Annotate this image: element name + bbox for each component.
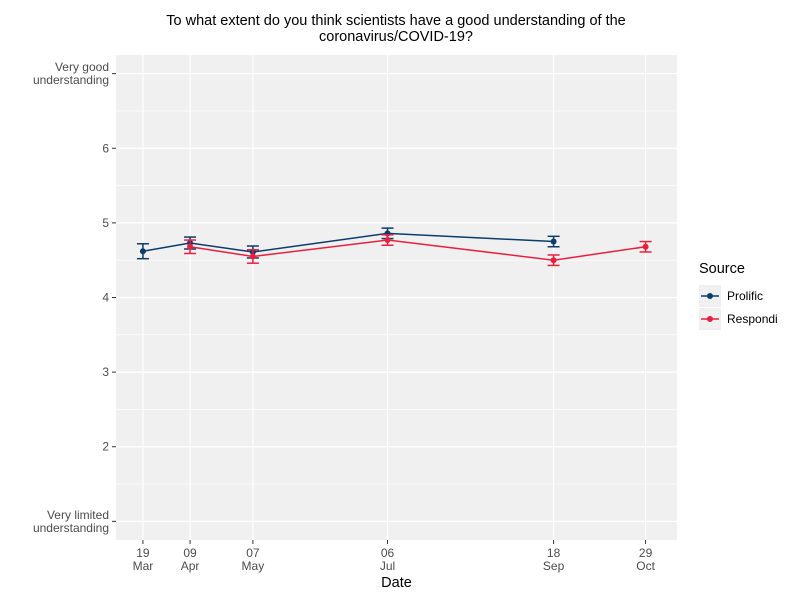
x-tick-label: Mar	[133, 559, 154, 573]
x-tick-label: 06	[381, 546, 395, 560]
y-tick-label: Very limited	[47, 508, 109, 522]
legend-title: Source	[699, 261, 745, 277]
y-tick-label: Very good	[55, 60, 109, 74]
x-tick-label: Apr	[181, 559, 200, 573]
y-tick-label: understanding	[33, 521, 109, 535]
data-point	[384, 237, 391, 244]
data-point	[249, 253, 256, 260]
chart-title: To what extent do you think scientists h…	[166, 13, 625, 29]
x-tick-label: 19	[136, 546, 150, 560]
y-tick-label: 6	[102, 141, 109, 155]
x-tick-label: 09	[183, 546, 197, 560]
x-tick-label: May	[242, 559, 265, 573]
legend-key-point	[707, 316, 713, 322]
legend-key-point	[707, 293, 713, 299]
x-tick-label: Oct	[636, 559, 655, 573]
x-tick-label: Jul	[380, 559, 395, 573]
data-point	[642, 243, 649, 250]
y-tick-label: 5	[102, 216, 109, 230]
x-tick-label: Sep	[543, 559, 565, 573]
legend-label: Respondi	[727, 312, 778, 326]
data-point	[550, 238, 557, 245]
x-tick-label: 29	[639, 546, 653, 560]
data-point	[139, 248, 146, 255]
y-tick-label: understanding	[33, 73, 109, 87]
chart-title: coronavirus/COVID-19?	[319, 29, 473, 45]
y-tick-label: 3	[102, 365, 109, 379]
x-tick-label: 18	[547, 546, 561, 560]
y-tick-label: 2	[102, 440, 109, 454]
x-axis-title: Date	[381, 575, 412, 591]
y-tick-label: 4	[102, 291, 109, 305]
legend-label: Prolific	[727, 289, 763, 303]
x-tick-label: 07	[246, 546, 260, 560]
data-point	[187, 243, 194, 250]
data-point	[550, 257, 557, 264]
